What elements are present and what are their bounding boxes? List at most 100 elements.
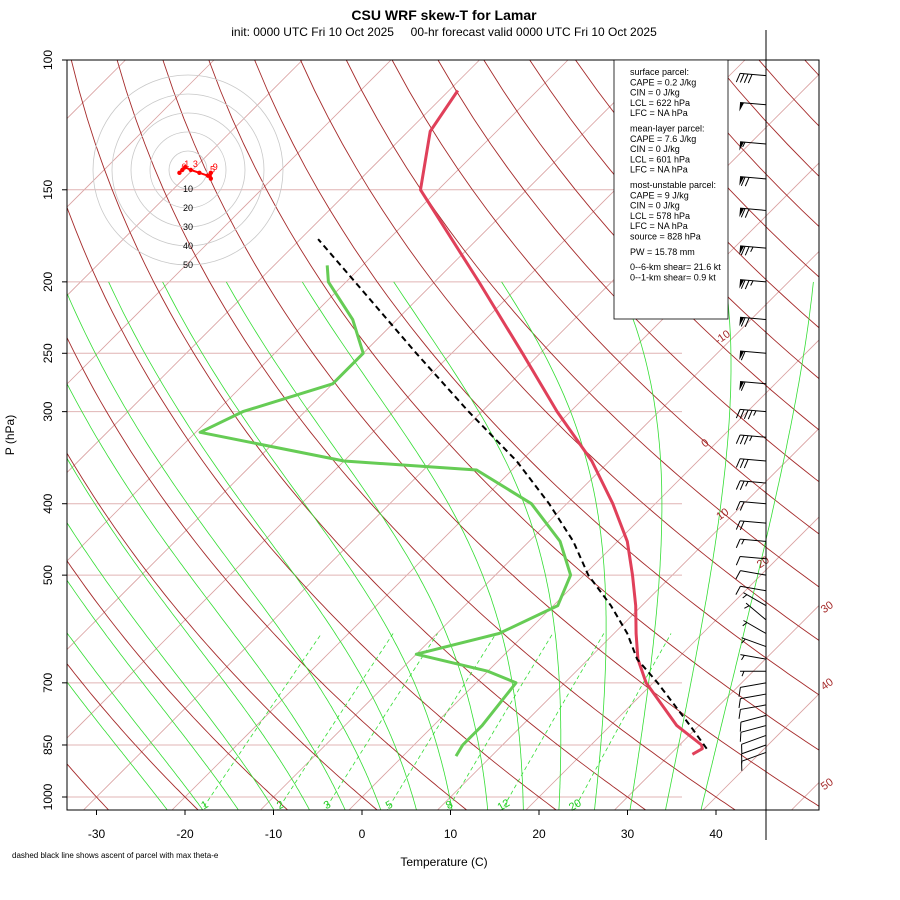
barb-pennant xyxy=(739,245,745,255)
hodograph-ring xyxy=(149,131,227,209)
info-line: mean-layer parcel: xyxy=(630,124,705,134)
mixing-ratio-label: 3 xyxy=(322,799,333,812)
barb-full xyxy=(735,556,741,566)
info-line: surface parcel: xyxy=(630,67,689,77)
barb-pennant xyxy=(739,381,745,391)
y-tick-label: 850 xyxy=(41,735,55,755)
wind-barb xyxy=(739,141,767,151)
hodograph-point xyxy=(208,176,213,181)
barb-half xyxy=(753,410,757,416)
wind-barb xyxy=(739,725,767,742)
wind-barb xyxy=(738,693,767,709)
barb-full xyxy=(738,698,741,709)
info-box-frame xyxy=(613,59,729,320)
hodograph-ring xyxy=(168,150,208,190)
barb-full xyxy=(735,520,741,530)
barb-full xyxy=(735,570,741,580)
hodograph-point xyxy=(205,173,211,178)
wind-barb xyxy=(739,316,767,327)
hodograph-point-label: 5 xyxy=(210,165,215,175)
isotherm-label: 10 xyxy=(714,506,731,523)
barb-staff xyxy=(740,725,767,733)
dry-adiabat xyxy=(345,60,819,588)
wind-barb xyxy=(741,744,767,764)
barb-pennant xyxy=(739,208,745,218)
mixing-ratio-line xyxy=(501,633,605,810)
barb-staff xyxy=(740,350,767,354)
hodograph-point xyxy=(197,170,202,176)
wind-barb xyxy=(739,279,767,290)
barb-half xyxy=(741,655,745,661)
isotherm-label: 0 xyxy=(699,437,711,450)
moist-adiabat xyxy=(501,281,607,810)
dry-adiabat xyxy=(208,60,819,751)
isotherm-line xyxy=(702,693,819,810)
barb-full xyxy=(744,177,750,187)
hodograph-point xyxy=(180,167,185,173)
y-tick-label: 500 xyxy=(41,565,55,585)
barb-half xyxy=(742,141,746,148)
barb-staff xyxy=(740,555,767,560)
hodograph-point xyxy=(182,164,188,170)
barb-half xyxy=(741,671,745,677)
barb-staff xyxy=(740,714,767,723)
y-tick-label: 200 xyxy=(41,272,55,292)
barb-staff xyxy=(740,101,767,106)
wind-barb xyxy=(738,704,767,719)
barb-full xyxy=(747,410,753,420)
y-tick-label: 250 xyxy=(41,343,55,363)
barb-staff xyxy=(740,316,767,321)
wind-barb xyxy=(735,480,767,491)
barb-half xyxy=(750,280,754,286)
mixing-ratio-line xyxy=(446,633,554,810)
dry-adiabat xyxy=(67,206,558,810)
info-line: CIN = 0 J/kg xyxy=(630,144,680,154)
dry-adiabat xyxy=(116,60,737,810)
x-tick-label: 30 xyxy=(621,827,635,841)
barb-staff xyxy=(740,585,767,592)
barb-staff xyxy=(740,176,767,180)
barb-full xyxy=(740,317,746,327)
barb-staff xyxy=(740,704,767,710)
barb-pennant xyxy=(739,317,745,327)
isotherm-line xyxy=(67,60,126,120)
barb-half xyxy=(745,481,749,487)
y-tick-label: 700 xyxy=(41,673,55,693)
barb-staff xyxy=(743,620,767,634)
dry-adiabat xyxy=(758,60,819,127)
info-line: LCL = 601 hPa xyxy=(630,154,690,164)
mixing-ratio-label: 8 xyxy=(444,799,455,812)
moist-adiabat xyxy=(617,281,663,810)
hodograph: 10 20 30 40 50 01 3 59 xyxy=(92,74,284,270)
isotherm-line xyxy=(67,60,303,297)
barb-full xyxy=(735,458,741,468)
barb-full xyxy=(739,73,745,83)
info-line: 0--1-km shear= 0.9 kt xyxy=(630,272,716,282)
barb-staff xyxy=(740,693,767,700)
mixing-ratio-line xyxy=(201,633,322,810)
y-tick-label: 400 xyxy=(41,493,55,513)
mixing-ratio-label: 12 xyxy=(495,797,512,814)
info-line: LCL = 578 hPa xyxy=(630,211,690,221)
hodograph-ring-label: 50 xyxy=(183,260,193,270)
isotherm-line xyxy=(436,427,819,810)
x-tick-label: 40 xyxy=(709,827,723,841)
info-line: CIN = 0 J/kg xyxy=(630,88,680,98)
info-line: LFC = NA hPa xyxy=(630,221,688,231)
moist-adiabat xyxy=(108,281,417,810)
barb-staff xyxy=(740,500,767,505)
moist-adiabat xyxy=(67,457,311,810)
barb-staff xyxy=(740,682,767,688)
y-tick-label: 300 xyxy=(41,401,55,421)
barb-full xyxy=(739,480,745,491)
dry-adiabat xyxy=(851,60,900,813)
hodograph-ring xyxy=(130,112,246,228)
barb-staff xyxy=(740,141,767,145)
hodograph-point xyxy=(188,167,194,173)
isotherm-line xyxy=(67,60,480,474)
wind-barb xyxy=(739,714,767,732)
hodograph-point xyxy=(177,170,182,176)
parcel-ascent-trace xyxy=(317,238,708,750)
footnote: dashed black line shows ascent of parcel… xyxy=(12,851,219,860)
